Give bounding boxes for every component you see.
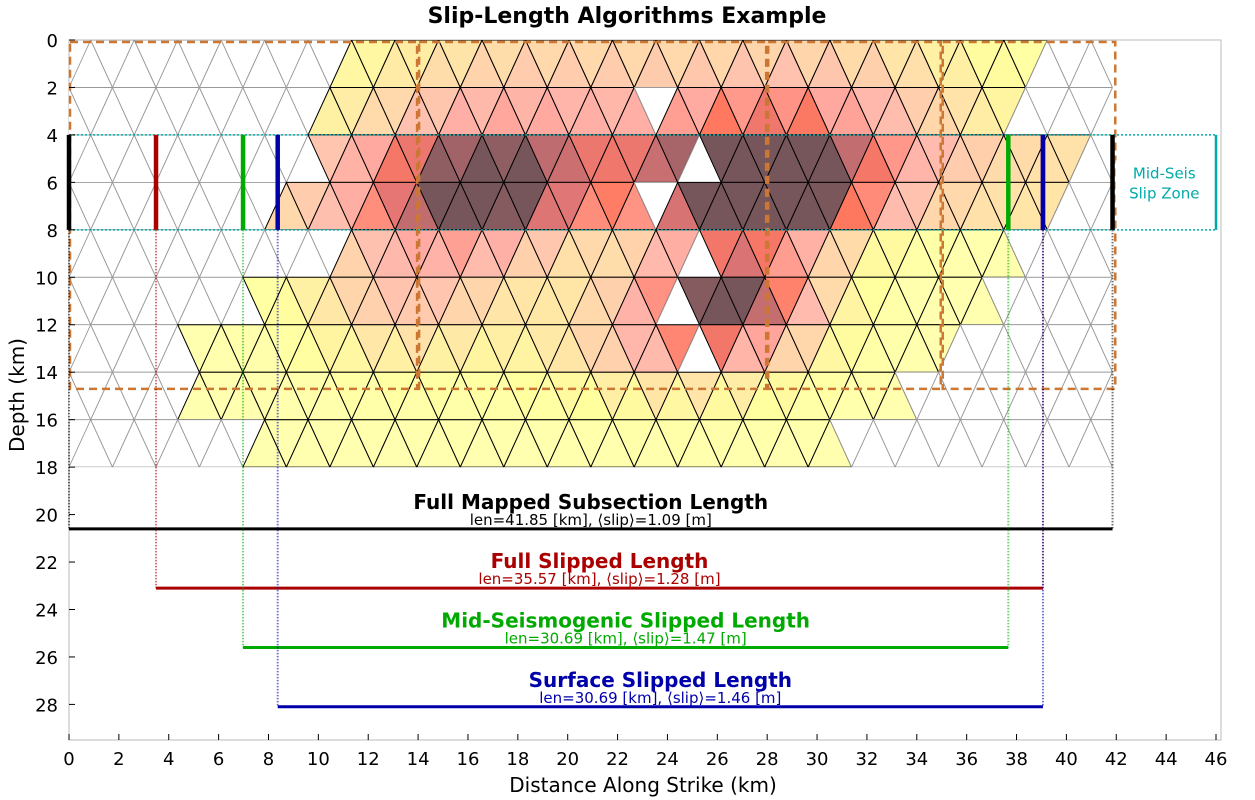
subsection-outline — [766, 40, 942, 391]
x-tick-label: 24 — [656, 749, 679, 770]
x-tick-label: 22 — [606, 749, 629, 770]
plot-area: Mid-Seis Slip Zone Full Mapped Subsection … — [35, 31, 1227, 770]
x-tick-label: 12 — [357, 749, 380, 770]
x-tick-label: 0 — [63, 749, 74, 770]
x-tick-label: 4 — [163, 749, 174, 770]
mid-seis-label-line1: Mid-Seis — [1133, 164, 1196, 182]
subsection-outline — [417, 40, 768, 391]
mesh-triangle — [1090, 40, 1113, 89]
x-tick-label: 36 — [955, 749, 978, 770]
length-summary-1: len=41.85 [km], ⟨slip⟩=1.09 [m] — [470, 511, 712, 529]
mesh-triangle — [1090, 371, 1113, 421]
length-title-3: Mid-Seismogenic Slipped Length — [441, 608, 810, 632]
y-tick-label: 16 — [35, 411, 58, 432]
y-tick-label: 2 — [47, 78, 58, 99]
y-tick-label: 10 — [35, 268, 58, 289]
y-tick-label: 26 — [35, 648, 58, 669]
y-tick-label: 20 — [35, 506, 58, 527]
x-tick-label: 16 — [457, 749, 480, 770]
x-tick-label: 44 — [1155, 749, 1178, 770]
y-tick-label: 12 — [35, 316, 58, 337]
fault-mesh — [69, 40, 1113, 468]
mesh-triangle — [1090, 419, 1113, 468]
x-tick-label: 34 — [905, 749, 928, 770]
y-tick-label: 14 — [35, 363, 58, 384]
length-summary-2: len=35.57 [km], ⟨slip⟩=1.28 [m] — [478, 570, 720, 588]
subsection-outline — [941, 40, 1117, 391]
mesh-triangle — [1090, 134, 1113, 184]
mid-seis-label-bg — [1115, 160, 1214, 205]
y-tick-label: 24 — [35, 600, 58, 621]
y-tick-label: 8 — [47, 221, 58, 242]
x-tick-label: 14 — [407, 749, 430, 770]
length-summary-4: len=30.69 [km], ⟨slip⟩=1.46 [m] — [539, 689, 781, 707]
y-tick-label: 22 — [35, 553, 58, 574]
length-summary-3: len=30.69 [km], ⟨slip⟩=1.47 [m] — [505, 629, 747, 647]
mesh-triangle — [1111, 276, 1113, 279]
x-tick-label: 18 — [506, 749, 529, 770]
x-tick-label: 38 — [1005, 749, 1028, 770]
x-tick-label: 40 — [1055, 749, 1078, 770]
mesh-triangle — [1090, 229, 1113, 279]
y-tick-label: 6 — [47, 173, 58, 194]
mesh-triangle — [1090, 86, 1113, 136]
mid-seis-label-line2: Slip Zone — [1129, 184, 1199, 202]
x-tick-label: 32 — [855, 749, 878, 770]
x-tick-label: 46 — [1205, 749, 1228, 770]
y-axis-label: Depth (km) — [5, 338, 29, 452]
x-axis-label: Distance Along Strike (km) — [509, 773, 777, 797]
x-tick-label: 30 — [806, 749, 829, 770]
mesh-triangle — [1090, 181, 1113, 231]
y-tick-label: 18 — [35, 458, 58, 479]
x-tick-label: 20 — [556, 749, 579, 770]
x-tick-label: 26 — [706, 749, 729, 770]
y-tick-label: 4 — [47, 126, 58, 147]
x-tick-label: 28 — [756, 749, 779, 770]
y-tick-label: 28 — [35, 695, 58, 716]
x-tick-label: 6 — [213, 749, 224, 770]
mesh-triangle — [1090, 276, 1113, 326]
mesh-triangle — [1090, 324, 1113, 374]
chart-title: Slip-Length Algorithms Example — [428, 4, 827, 29]
mesh-triangle — [1111, 87, 1113, 89]
y-tick-label: 0 — [47, 31, 58, 52]
x-tick-label: 8 — [263, 749, 274, 770]
length-title-1: Full Mapped Subsection Length — [413, 490, 768, 514]
x-tick-label: 42 — [1105, 749, 1128, 770]
x-tick-label: 2 — [113, 749, 124, 770]
length-title-2: Full Slipped Length — [491, 549, 709, 573]
length-title-4: Surface Slipped Length — [529, 668, 792, 692]
x-tick-label: 10 — [307, 749, 330, 770]
